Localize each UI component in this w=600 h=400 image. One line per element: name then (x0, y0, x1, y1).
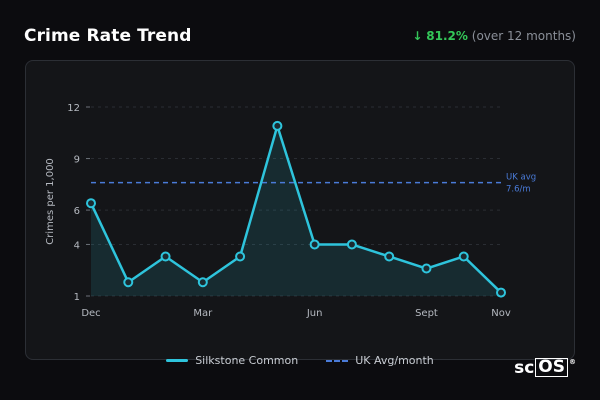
x-tick-label: Dec (81, 308, 100, 319)
data-point (458, 251, 469, 262)
legend-series-label: Silkstone Common (195, 354, 299, 367)
data-point (346, 239, 357, 250)
data-point (86, 198, 96, 209)
brand-logo: sc OS ® (514, 358, 576, 378)
reference-label-value: 7.6/m (506, 185, 531, 195)
brand-boxed: OS (535, 358, 568, 377)
legend-item-reference[interactable]: UK Avg/month (326, 354, 434, 367)
y-tick-label: 1 (74, 292, 80, 303)
change-indicator: ↓ 81.2% (over 12 months) (412, 29, 576, 43)
y-tick-label: 6 (74, 206, 80, 217)
data-point (197, 277, 208, 288)
series-swatch (166, 359, 189, 362)
chart-title: Crime Rate Trend (24, 26, 192, 46)
y-axis-label: Crimes per 1,000 (45, 158, 56, 245)
data-point (160, 251, 171, 262)
x-tick-label: Mar (193, 308, 213, 319)
series-area (91, 125, 501, 297)
brand-prefix: sc (514, 358, 535, 378)
brand-mark: ® (569, 358, 576, 366)
x-tick-label: Jun (306, 308, 323, 319)
x-tick-label: Nov (491, 308, 511, 319)
series-line (89, 124, 502, 294)
down-arrow-icon: ↓ (412, 29, 423, 43)
y-tick-label: 12 (67, 103, 80, 114)
data-point (235, 251, 246, 262)
reference-label: UK avg (506, 173, 536, 183)
change-note: (over 12 months) (471, 29, 576, 43)
data-point (496, 287, 506, 298)
y-tick-label: 4 (74, 240, 80, 251)
data-point (123, 277, 134, 288)
data-point (421, 263, 432, 274)
legend-reference-label: UK Avg/month (355, 354, 434, 367)
chart-legend: Silkstone Common UK Avg/month (0, 354, 600, 367)
data-point (384, 251, 395, 262)
data-point (309, 239, 320, 250)
reference-swatch (326, 359, 349, 362)
data-point (272, 120, 283, 131)
y-tick-label: 9 (74, 155, 80, 166)
change-value: 81.2% (426, 29, 468, 43)
legend-item-series[interactable]: Silkstone Common (166, 354, 298, 367)
x-tick-label: Sept (415, 308, 438, 319)
